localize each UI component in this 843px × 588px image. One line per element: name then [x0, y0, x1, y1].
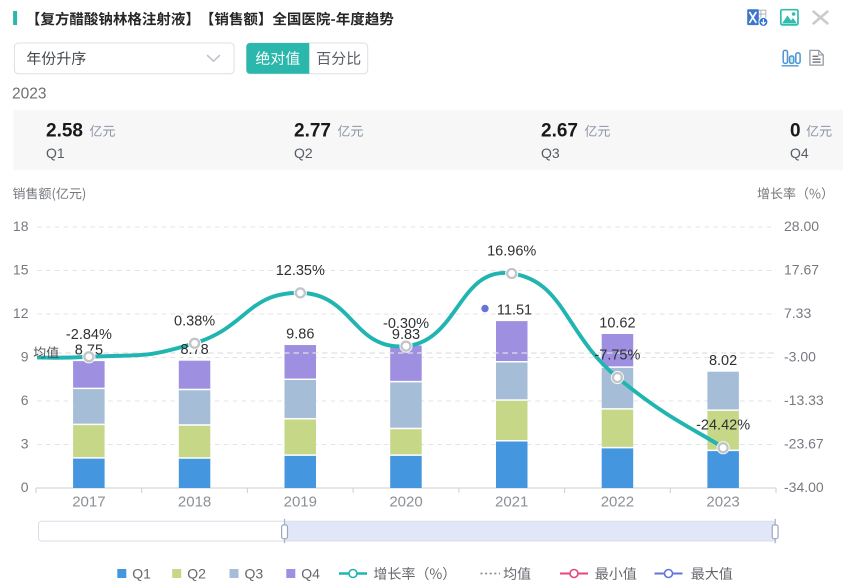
svg-text:15: 15 — [13, 262, 29, 278]
svg-text:10.62: 10.62 — [599, 316, 635, 332]
svg-text:17.67: 17.67 — [784, 262, 819, 278]
svg-text:2.58: 2.58 — [46, 121, 83, 142]
svg-text:Q3: Q3 — [245, 565, 264, 581]
svg-text:2021: 2021 — [495, 494, 528, 511]
svg-text:9.86: 9.86 — [286, 327, 314, 343]
svg-text:Q4: Q4 — [301, 565, 320, 581]
svg-text:0.38%: 0.38% — [174, 313, 215, 329]
svg-text:0: 0 — [790, 121, 801, 142]
svg-text:-23.67: -23.67 — [784, 436, 824, 452]
svg-text:6: 6 — [21, 392, 29, 408]
svg-text:9: 9 — [21, 349, 29, 365]
svg-text:28.00: 28.00 — [784, 218, 819, 234]
svg-text:Q1: Q1 — [132, 565, 151, 581]
svg-text:-24.42%: -24.42% — [696, 418, 750, 434]
svg-text:8.78: 8.78 — [180, 342, 208, 358]
svg-text:-3.00: -3.00 — [784, 349, 816, 365]
svg-text:-0.30%: -0.30% — [383, 316, 429, 332]
svg-text:-7.75%: -7.75% — [594, 348, 640, 364]
svg-text:2018: 2018 — [178, 494, 211, 511]
svg-text:2020: 2020 — [389, 494, 422, 511]
svg-text:7.33: 7.33 — [784, 305, 811, 321]
svg-text:2017: 2017 — [72, 494, 105, 511]
svg-text:18: 18 — [13, 218, 29, 234]
svg-text:Q2: Q2 — [294, 145, 313, 161]
svg-text:Q2: Q2 — [187, 565, 206, 581]
svg-text:2.67: 2.67 — [541, 121, 578, 142]
svg-text:Q4: Q4 — [790, 145, 809, 161]
svg-text:3: 3 — [21, 436, 29, 452]
svg-text:2023: 2023 — [12, 86, 46, 103]
svg-text:0: 0 — [21, 479, 29, 495]
svg-text:12.35%: 12.35% — [276, 263, 325, 279]
svg-text:2022: 2022 — [601, 494, 634, 511]
svg-text:-34.00: -34.00 — [784, 479, 824, 495]
svg-text:Q1: Q1 — [46, 145, 65, 161]
svg-text:11.51: 11.51 — [497, 303, 532, 319]
svg-text:16.96%: 16.96% — [487, 244, 536, 260]
svg-text:12: 12 — [13, 305, 29, 321]
svg-text:-2.84%: -2.84% — [66, 327, 112, 343]
svg-text:2019: 2019 — [284, 494, 317, 511]
svg-text:-13.33: -13.33 — [784, 392, 824, 408]
svg-text:2.77: 2.77 — [294, 121, 331, 142]
svg-text:8.02: 8.02 — [709, 353, 737, 369]
svg-text:9.83: 9.83 — [392, 327, 420, 343]
svg-text:Q3: Q3 — [541, 145, 560, 161]
svg-text:2023: 2023 — [706, 494, 739, 511]
